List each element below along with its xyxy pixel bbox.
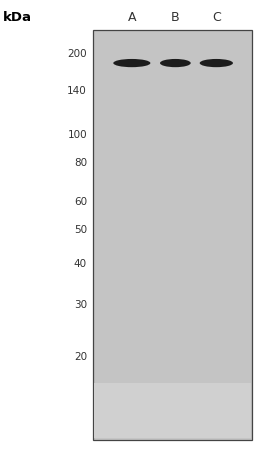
Text: 200: 200 bbox=[67, 49, 87, 59]
Bar bbox=[93, 30, 252, 440]
Text: A: A bbox=[127, 11, 136, 24]
Text: 20: 20 bbox=[74, 352, 87, 362]
Text: C: C bbox=[212, 11, 221, 24]
Text: 30: 30 bbox=[74, 300, 87, 310]
Text: 80: 80 bbox=[74, 158, 87, 168]
Text: 140: 140 bbox=[67, 86, 87, 96]
Ellipse shape bbox=[200, 59, 233, 67]
Text: kDa: kDa bbox=[3, 11, 31, 24]
Ellipse shape bbox=[160, 59, 191, 67]
Text: 60: 60 bbox=[74, 197, 87, 207]
Ellipse shape bbox=[113, 59, 151, 67]
Text: 50: 50 bbox=[74, 225, 87, 235]
Text: 100: 100 bbox=[67, 130, 87, 140]
Text: 40: 40 bbox=[74, 259, 87, 269]
Bar bbox=[94, 383, 251, 438]
Text: B: B bbox=[171, 11, 180, 24]
